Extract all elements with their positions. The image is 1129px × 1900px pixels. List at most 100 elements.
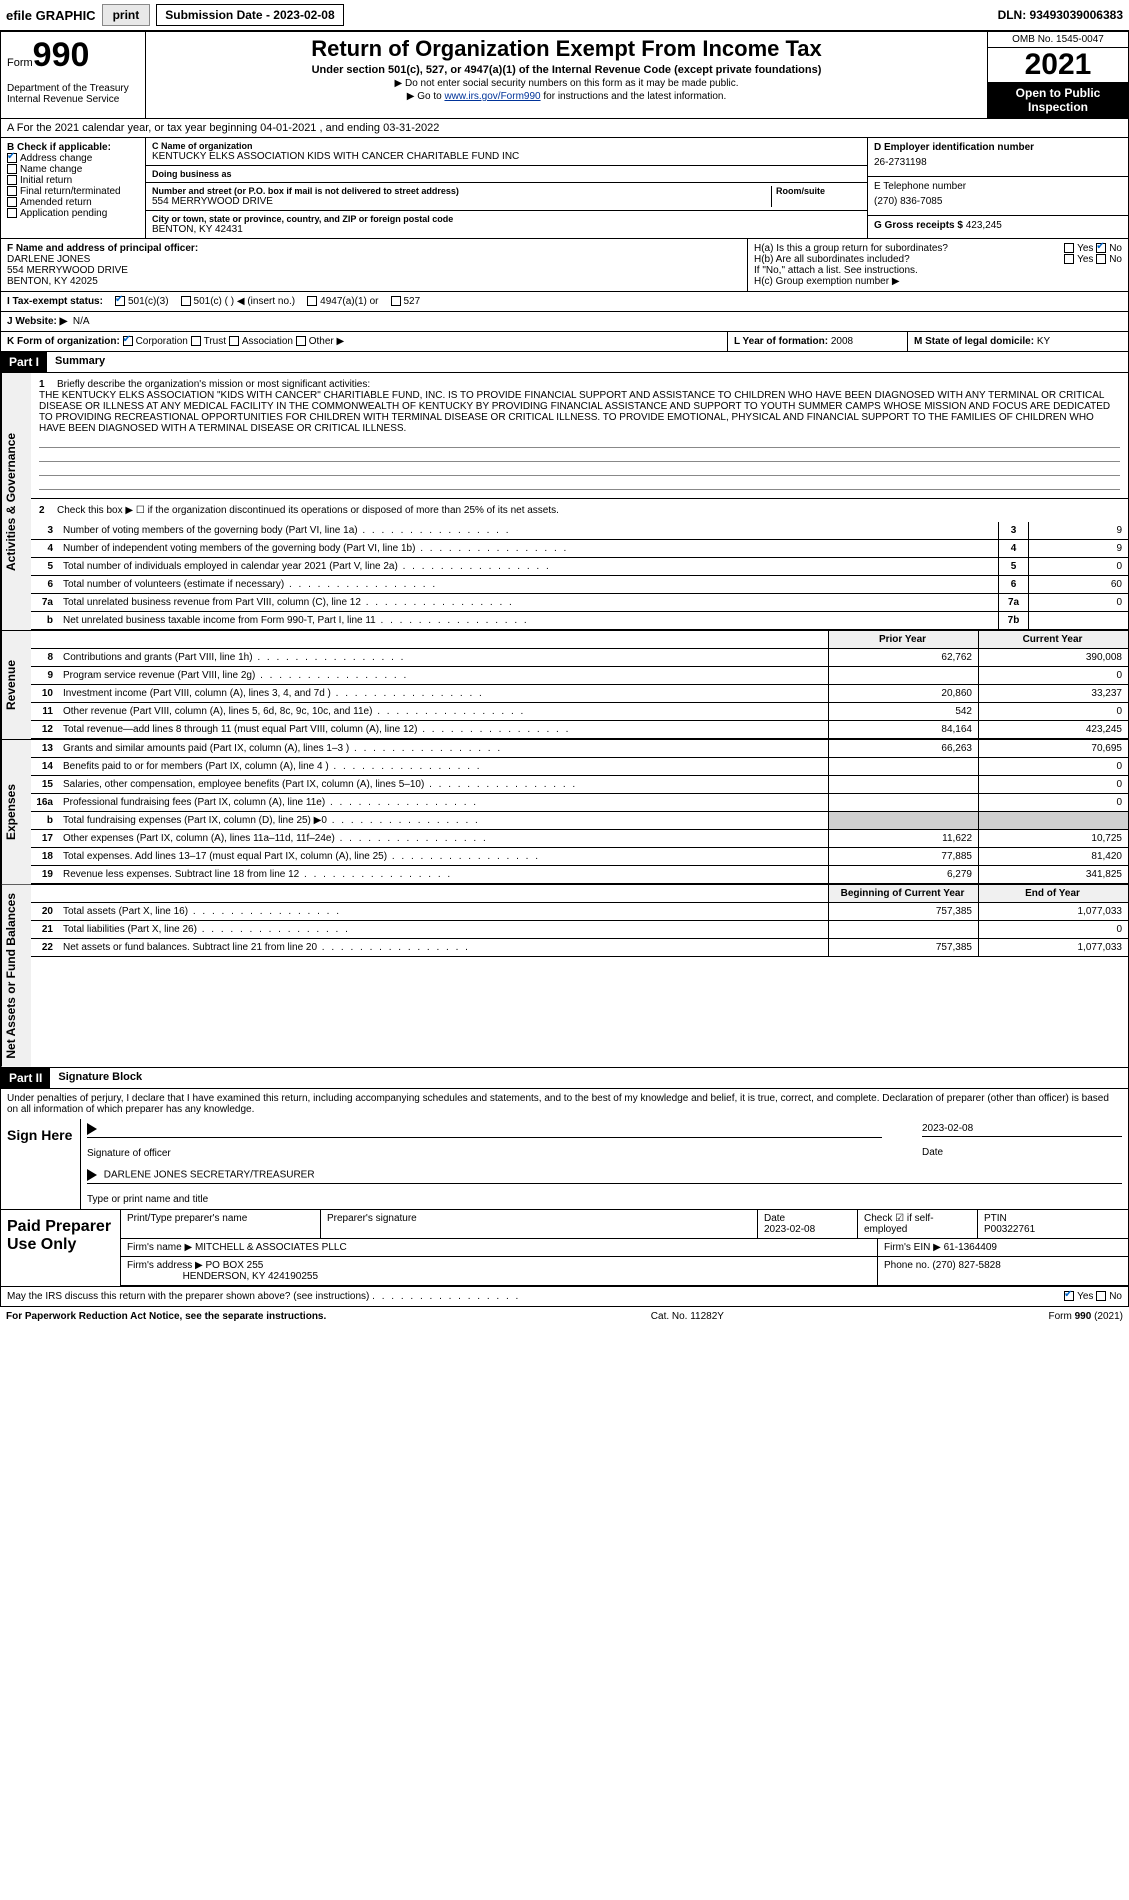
sub3-pre: ▶ Go to (407, 91, 445, 102)
head-sub3: ▶ Go to www.irs.gov/Form990 for instruct… (152, 91, 981, 102)
chk-initial[interactable]: Initial return (7, 175, 139, 186)
gov-row: bNet unrelated business taxable income f… (31, 612, 1128, 630)
vtab-exp: Expenses (1, 740, 31, 884)
officer-name: DARLENE JONES SECRETARY/TREASURER (104, 1169, 315, 1180)
k-assoc[interactable]: Association (229, 336, 293, 347)
fin-row: 13Grants and similar amounts paid (Part … (31, 740, 1128, 758)
k-lbl: K Form of organization: (7, 336, 120, 347)
pt-self: Check ☑ if self-employed (858, 1210, 978, 1238)
sig-section: Under penalties of perjury, I declare th… (0, 1089, 1129, 1307)
ein: 26-2731198 (874, 153, 1122, 172)
name-lbl: C Name of organization (152, 141, 861, 151)
na-hdr: Beginning of Current YearEnd of Year (31, 885, 1128, 903)
row-i: I Tax-exempt status: 501(c)(3) 501(c) ( … (0, 292, 1129, 312)
chk-final[interactable]: Final return/terminated (7, 186, 139, 197)
i-opt-501c3[interactable]: 501(c)(3) (115, 296, 169, 307)
footer-left: For Paperwork Reduction Act Notice, see … (6, 1311, 326, 1322)
summary-gov: Activities & Governance 1Briefly describ… (0, 373, 1129, 631)
dln: DLN: 93493039006383 (998, 8, 1123, 22)
k-other[interactable]: Other ▶ (296, 336, 344, 347)
chk-app[interactable]: Application pending (7, 208, 139, 219)
firm-name: MITCHELL & ASSOCIATES PLLC (195, 1242, 347, 1253)
room-lbl: Room/suite (776, 186, 861, 196)
pt-name-lbl: Print/Type preparer's name (121, 1210, 321, 1238)
open-public: Open to Public Inspection (988, 82, 1128, 118)
firm-ein: 61-1364409 (944, 1242, 997, 1253)
summary-na: Net Assets or Fund Balances Beginning of… (0, 885, 1129, 1068)
vtab-rev: Revenue (1, 631, 31, 739)
vtab-na: Net Assets or Fund Balances (1, 885, 31, 1067)
m-state: M State of legal domicile: KY (908, 332, 1128, 351)
gov-row: 7aTotal unrelated business revenue from … (31, 594, 1128, 612)
fin-row: 21Total liabilities (Part X, line 26)0 (31, 921, 1128, 939)
ha-lbl: H(a) Is this a group return for subordin… (754, 243, 948, 254)
k-form-org: K Form of organization: Corporation Trus… (1, 332, 728, 351)
head-sub2: ▶ Do not enter social security numbers o… (152, 78, 981, 89)
date-lbl: Date (922, 1147, 943, 1158)
fin-row: bTotal fundraising expenses (Part IX, co… (31, 812, 1128, 830)
form-990: 990 (33, 36, 90, 74)
dept: Department of the Treasury Internal Reve… (7, 75, 139, 105)
footer-mid: Cat. No. 11282Y (651, 1311, 724, 1322)
rev-hdr: Prior YearCurrent Year (31, 631, 1128, 649)
pt-date: 2023-02-08 (764, 1224, 815, 1235)
tel-lbl: E Telephone number (874, 181, 1122, 192)
fin-row: 9Program service revenue (Part VIII, lin… (31, 667, 1128, 685)
efile-label: efile GRAPHIC (6, 8, 96, 23)
row-j: J Website: ▶ N/A (0, 312, 1129, 332)
col-c: C Name of organization KENTUCKY ELKS ASS… (146, 138, 868, 238)
part1-hdr: Part I (1, 352, 47, 372)
head-right: OMB No. 1545-0047 2021 Open to Public In… (988, 32, 1128, 118)
fin-row: 22Net assets or fund balances. Subtract … (31, 939, 1128, 957)
col-b: B Check if applicable: Address change Na… (1, 138, 146, 238)
chk-amended[interactable]: Amended return (7, 197, 139, 208)
i-opt-501c[interactable]: 501(c) ( ) ◀ (insert no.) (181, 296, 296, 307)
f-addr2: BENTON, KY 42025 (7, 276, 741, 287)
form-header: Form990 Department of the Treasury Inter… (0, 31, 1129, 119)
print-button[interactable]: print (102, 4, 151, 26)
gross: 423,245 (966, 220, 1002, 231)
sig-date: 2023-02-08 (922, 1123, 1122, 1134)
col-d: D Employer identification number 26-2731… (868, 138, 1128, 238)
part1-title: Summary (47, 352, 113, 372)
part2-title: Signature Block (50, 1068, 150, 1088)
city-lbl: City or town, state or province, country… (152, 214, 861, 224)
chk-name[interactable]: Name change (7, 164, 139, 175)
k-trust[interactable]: Trust (191, 336, 226, 347)
city: BENTON, KY 42431 (152, 224, 861, 235)
summary-exp: Expenses 13Grants and similar amounts pa… (0, 740, 1129, 885)
fin-row: 20Total assets (Part X, line 16)757,3851… (31, 903, 1128, 921)
chk-address[interactable]: Address change (7, 153, 139, 164)
fin-row: 8Contributions and grants (Part VIII, li… (31, 649, 1128, 667)
row-a: A For the 2021 calendar year, or tax yea… (0, 119, 1129, 138)
form990-link[interactable]: www.irs.gov/Form990 (444, 91, 540, 102)
prep-row2: Firm's name ▶ MITCHELL & ASSOCIATES PLLC… (121, 1239, 1128, 1257)
k-corp[interactable]: Corporation (123, 336, 188, 347)
sig-officer-lbl: Signature of officer (87, 1148, 171, 1159)
fin-row: 14Benefits paid to or for members (Part … (31, 758, 1128, 776)
col-b-hdr: B Check if applicable: (7, 142, 139, 153)
row-k: K Form of organization: Corporation Trus… (0, 332, 1129, 352)
line2: 2Check this box ▶ ☐ if the organization … (31, 499, 1128, 522)
j-val: N/A (73, 316, 90, 327)
omb: OMB No. 1545-0047 (988, 32, 1128, 48)
hb-lbl: H(b) Are all subordinates included? (754, 254, 910, 265)
i-opt-4947[interactable]: 4947(a)(1) or (307, 296, 378, 307)
firm-phone: (270) 827-5828 (932, 1260, 1000, 1271)
i-opt-527[interactable]: 527 (391, 296, 421, 307)
discuss-row: May the IRS discuss this return with the… (1, 1286, 1128, 1306)
gov-row: 6Total number of volunteers (estimate if… (31, 576, 1128, 594)
ha-yn: Yes No (1064, 243, 1122, 254)
gov-row: 3Number of voting members of the governi… (31, 522, 1128, 540)
arrow-icon (87, 1169, 97, 1181)
sign-here: Sign Here (1, 1119, 81, 1209)
fin-row: 10Investment income (Part VIII, column (… (31, 685, 1128, 703)
prep-grid: Paid Preparer Use Only Print/Type prepar… (1, 1209, 1128, 1286)
tax-year: 2021 (988, 48, 1128, 82)
part1-hdr-row: Part I Summary (0, 352, 1129, 373)
fin-row: 17Other expenses (Part IX, column (A), l… (31, 830, 1128, 848)
sub3-post: for instructions and the latest informat… (541, 91, 727, 102)
footer-right: Form 990 (2021) (1049, 1311, 1124, 1322)
head-title: Return of Organization Exempt From Incom… (152, 36, 981, 62)
fin-row: 18Total expenses. Add lines 13–17 (must … (31, 848, 1128, 866)
